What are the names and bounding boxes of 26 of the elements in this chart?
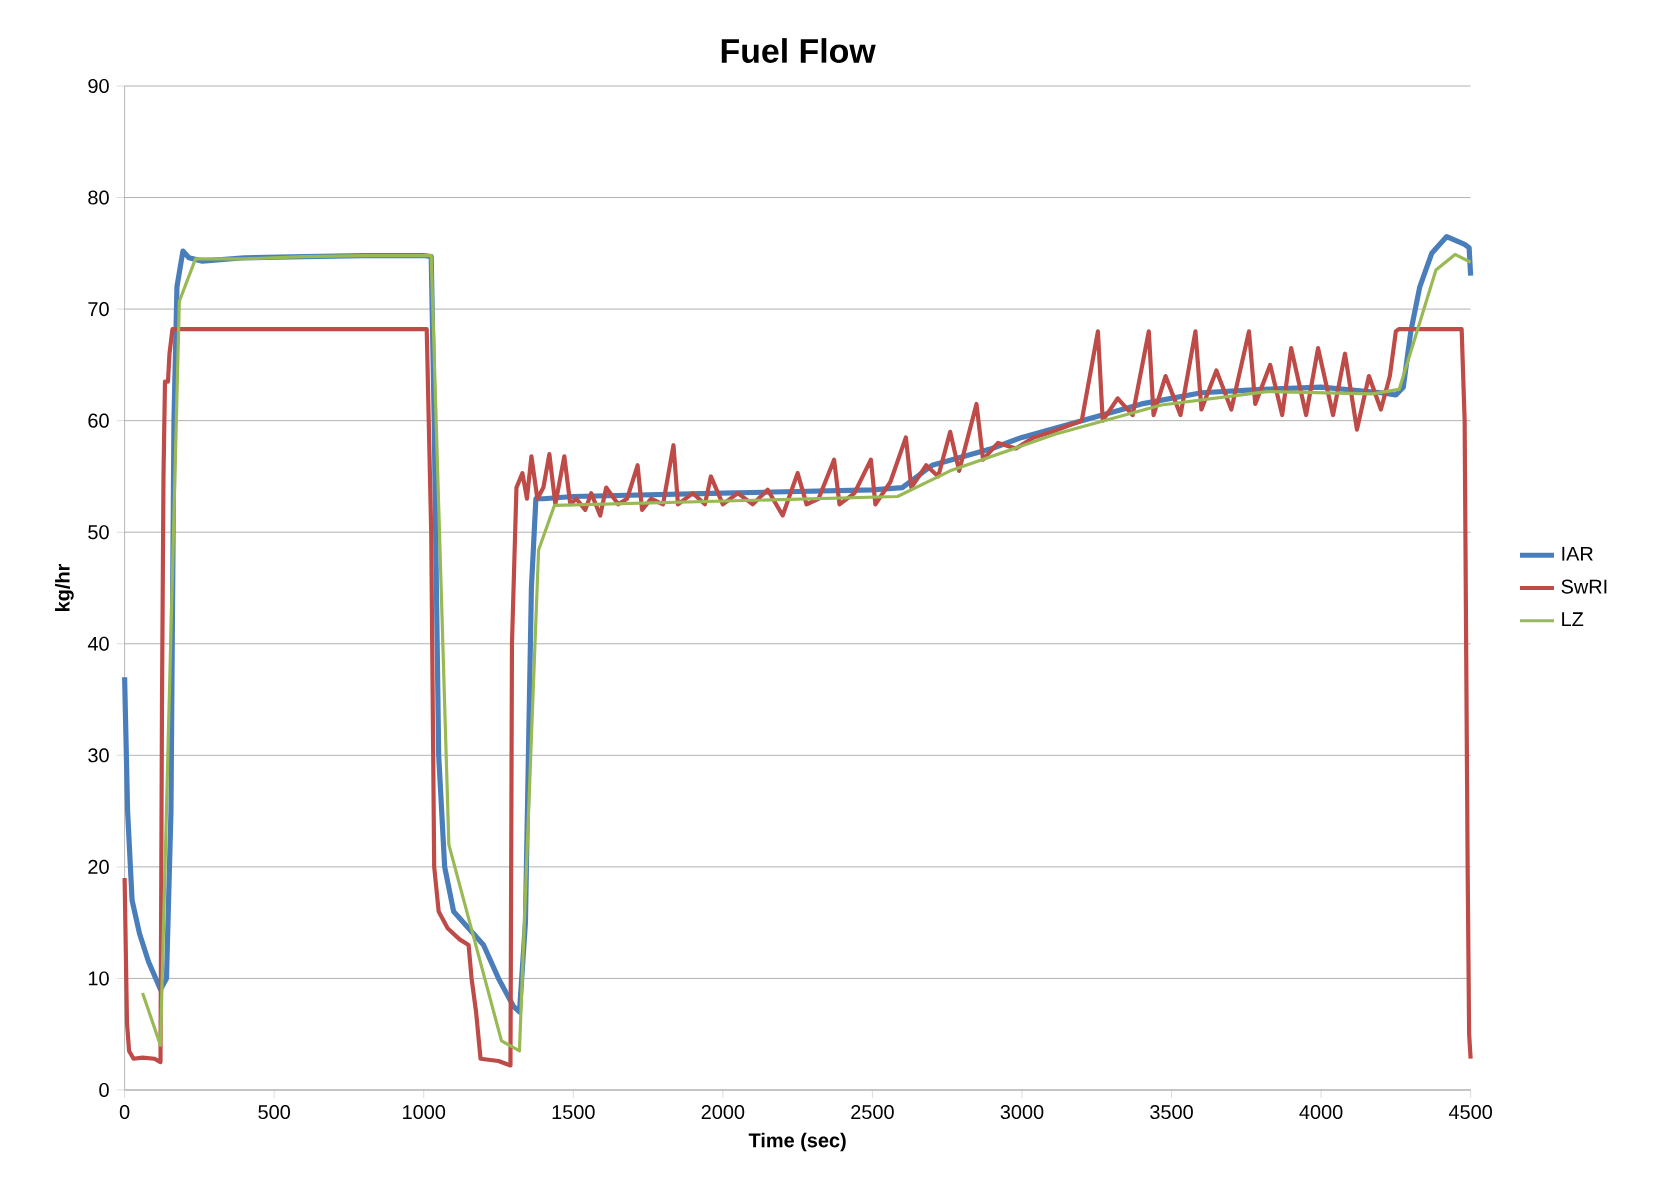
x-tick-label: 3500 xyxy=(1150,1105,1193,1120)
x-tick-label: 1000 xyxy=(403,1105,446,1120)
y-tick-label: 10 xyxy=(88,971,109,986)
y-tick-label: 30 xyxy=(88,748,109,763)
y-tick-label: 50 xyxy=(88,525,109,540)
x-tick-label: 500 xyxy=(258,1105,291,1120)
x-tick-label: 2500 xyxy=(851,1105,894,1120)
y-tick-label: 20 xyxy=(88,859,109,874)
legend-label: IAR xyxy=(1562,546,1593,561)
x-tick-label: 4000 xyxy=(1299,1105,1343,1120)
x-tick-label: 3000 xyxy=(1000,1105,1044,1120)
y-tick-label: 60 xyxy=(88,413,109,428)
y-tick-label: 80 xyxy=(88,190,109,205)
x-tick-label: 0 xyxy=(119,1105,130,1120)
x-tick-label: 1500 xyxy=(552,1105,595,1120)
y-axis-title: kg/hr xyxy=(55,563,74,611)
y-tick-label: 0 xyxy=(99,1082,109,1098)
y-tick-label: 90 xyxy=(88,78,109,94)
x-tick-label: 4500 xyxy=(1448,1105,1493,1120)
chart-title: Fuel Flow xyxy=(721,38,876,63)
y-tick-label: 70 xyxy=(88,302,109,317)
y-tick-label: 40 xyxy=(87,636,109,651)
x-tick-label: 2000 xyxy=(701,1105,745,1120)
x-axis-title: Time (sec) xyxy=(748,1132,846,1152)
legend-label: SwRI xyxy=(1561,579,1607,594)
legend-label: LZ xyxy=(1562,612,1584,627)
